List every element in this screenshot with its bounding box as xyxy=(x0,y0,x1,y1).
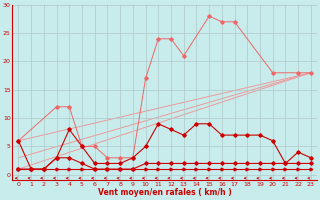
X-axis label: Vent moyen/en rafales ( km/h ): Vent moyen/en rafales ( km/h ) xyxy=(98,188,231,197)
